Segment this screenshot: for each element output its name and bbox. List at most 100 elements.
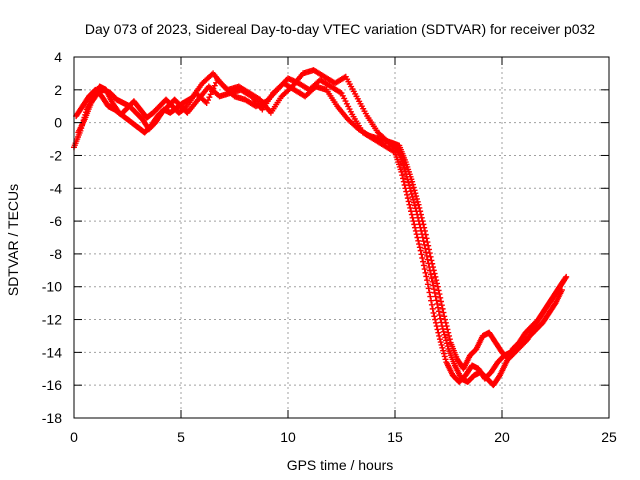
- data-point: [436, 332, 443, 339]
- data-point: [421, 241, 428, 248]
- data-point: [404, 195, 411, 202]
- data-point: [410, 199, 417, 206]
- y-tick-label: 0: [54, 115, 62, 131]
- x-tick-label: 25: [601, 429, 617, 445]
- data-point: [443, 323, 450, 330]
- data-point: [408, 211, 415, 218]
- y-tick-label: -8: [50, 246, 63, 262]
- data-point: [441, 331, 448, 338]
- data-point: [433, 280, 440, 287]
- data-point: [420, 221, 427, 228]
- x-axis-label: GPS time / hours: [287, 457, 394, 473]
- data-point: [437, 339, 444, 346]
- data-point: [400, 162, 407, 169]
- data-point: [418, 214, 425, 221]
- x-tick-label: 20: [494, 429, 510, 445]
- chart-title: Day 073 of 2023, Sidereal Day-to-day VTE…: [85, 21, 595, 37]
- x-tick-label: 5: [177, 429, 185, 445]
- data-point: [437, 294, 444, 301]
- data-point: [431, 289, 438, 296]
- data-point: [429, 305, 436, 312]
- data-point: [413, 193, 420, 200]
- data-point: [419, 255, 426, 262]
- data-point: [421, 224, 428, 231]
- y-tick-label: 4: [54, 49, 62, 65]
- data-point: [415, 201, 422, 208]
- data-point: [413, 231, 420, 238]
- data-point: [434, 300, 441, 307]
- data-point: [424, 277, 431, 284]
- data-point: [433, 297, 440, 304]
- x-tick-label: 0: [70, 429, 78, 445]
- data-point: [401, 165, 408, 172]
- data-point: [433, 323, 440, 330]
- y-tick-label: -12: [42, 312, 62, 328]
- data-point: [563, 273, 570, 280]
- data-point: [416, 244, 423, 251]
- data-point: [562, 275, 569, 282]
- data-point: [430, 282, 437, 289]
- data-point: [420, 262, 427, 269]
- data-point: [442, 334, 449, 341]
- data-point: [410, 196, 417, 203]
- data-point: [413, 195, 420, 202]
- y-tick-label: -18: [42, 410, 62, 426]
- data-point: [446, 336, 453, 343]
- data-point: [417, 208, 424, 215]
- data-point: [407, 188, 414, 195]
- data-point: [419, 234, 426, 241]
- data-point: [400, 178, 407, 185]
- y-tick-label: -2: [50, 147, 63, 163]
- axis-layer: 0 5 10 15 20 25 -18 -16 -14 -12 -10 -8 -6 -4 -2 0 2 4: [42, 49, 617, 445]
- data-point: [423, 249, 430, 256]
- data-point: [431, 270, 438, 277]
- data-point: [412, 224, 419, 231]
- y-tick-label: -16: [42, 377, 62, 393]
- data-point: [415, 237, 422, 244]
- data-point: [440, 328, 447, 335]
- data-point: [421, 227, 428, 234]
- data-point: [435, 304, 442, 311]
- data-point: [427, 253, 434, 260]
- data-point: [430, 267, 437, 274]
- data-point: [446, 332, 453, 339]
- data-point: [424, 239, 431, 246]
- y-tick-label: -4: [50, 180, 63, 196]
- data-point: [424, 256, 431, 263]
- data-point: [423, 252, 430, 259]
- data-point: [421, 266, 428, 273]
- data-point: [411, 187, 418, 194]
- data-point: [429, 278, 436, 285]
- y-axis-label: SDTVAR / TECUs: [5, 184, 21, 296]
- data-point: [414, 234, 421, 241]
- data-point: [406, 185, 413, 192]
- data-point: [420, 238, 427, 245]
- data-point: [437, 315, 444, 322]
- data-point: [443, 340, 450, 347]
- data-point: [405, 198, 412, 205]
- data-point: [424, 281, 431, 288]
- data-point: [405, 179, 412, 186]
- data-point: [416, 204, 423, 211]
- data-point: [410, 218, 417, 225]
- data-point: [420, 258, 427, 265]
- data-point: [422, 245, 429, 252]
- x-tick-label: 10: [280, 429, 296, 445]
- data-point: [431, 313, 438, 320]
- series-layer: [71, 67, 570, 389]
- data-point: [412, 227, 419, 234]
- series-track-b: [73, 67, 568, 389]
- y-tick-label: -14: [42, 344, 62, 360]
- data-point: [399, 172, 406, 179]
- data-point: [409, 178, 416, 185]
- data-point: [428, 257, 435, 264]
- data-point: [432, 273, 439, 280]
- data-point: [400, 175, 407, 182]
- data-point: [439, 305, 446, 312]
- data-point: [412, 190, 419, 197]
- x-tick-label: 15: [387, 429, 403, 445]
- data-point: [422, 269, 429, 276]
- data-point: [444, 326, 451, 333]
- data-point: [409, 214, 416, 221]
- y-tick-label: -10: [42, 279, 62, 295]
